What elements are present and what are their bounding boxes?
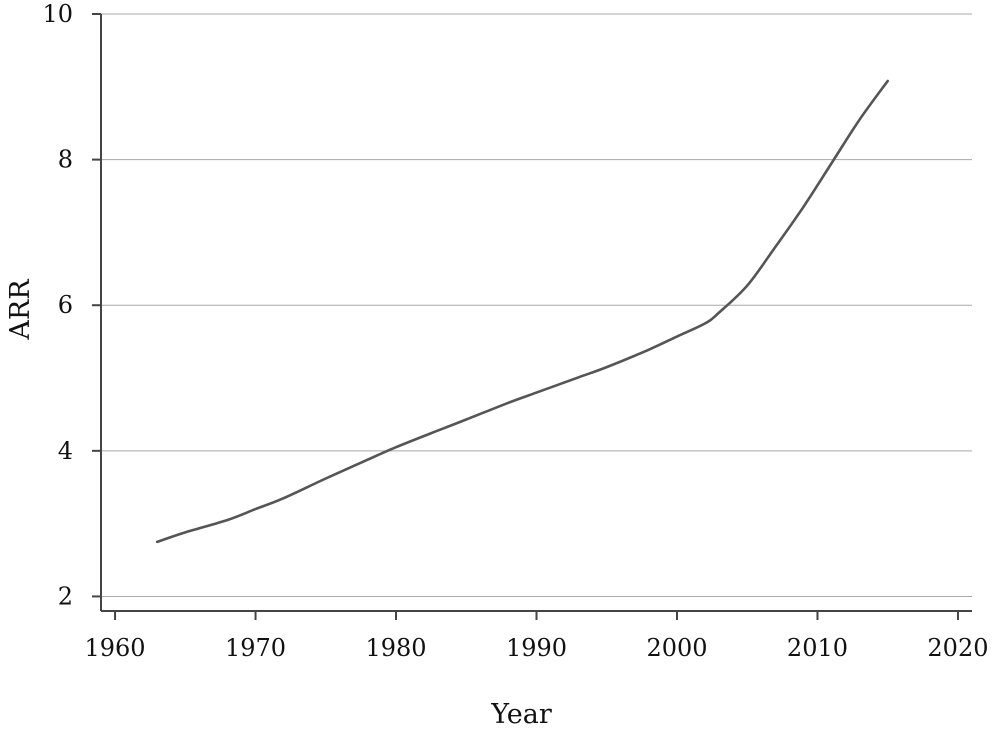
gridlines bbox=[101, 13, 972, 597]
axes bbox=[92, 13, 972, 620]
y-tick-label: 8 bbox=[58, 146, 73, 174]
x-tick-label: 1970 bbox=[225, 634, 286, 662]
tick-labels: 2 4 6 8 10 1960 1970 1980 1990 2000 2010 2020 bbox=[42, 0, 988, 662]
series-layer bbox=[155, 79, 890, 544]
x-tick-label: 2010 bbox=[787, 634, 848, 662]
y-tick-label: 10 bbox=[42, 0, 73, 28]
x-tick-label: 1990 bbox=[506, 634, 567, 662]
y-tick-label: 2 bbox=[58, 582, 73, 610]
x-axis-title: Year bbox=[490, 699, 552, 730]
y-tick-label: 4 bbox=[58, 437, 73, 465]
x-tick-label: 1960 bbox=[85, 634, 146, 662]
x-tick-label: 2020 bbox=[927, 634, 988, 662]
y-axis-title: ARR bbox=[5, 279, 36, 341]
x-tick-label: 1980 bbox=[365, 634, 426, 662]
arr-series-line bbox=[155, 79, 890, 544]
x-tick-label: 2000 bbox=[646, 634, 707, 662]
y-tick-label: 6 bbox=[58, 291, 73, 319]
